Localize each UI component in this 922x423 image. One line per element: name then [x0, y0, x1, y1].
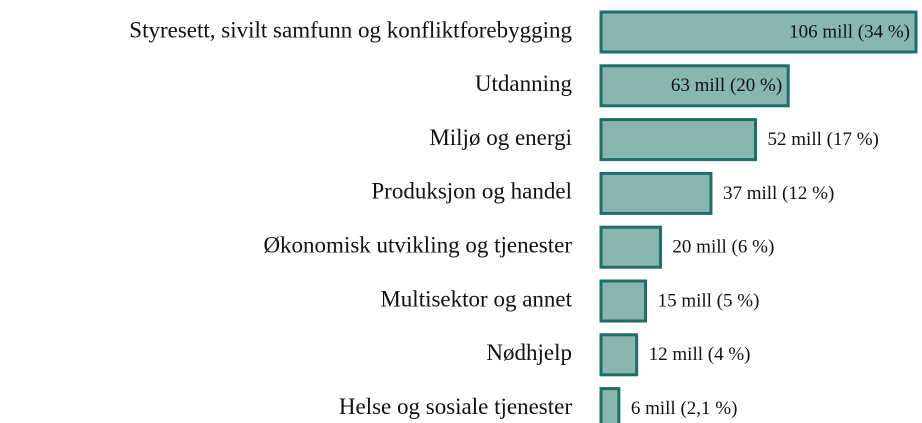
bar	[599, 118, 758, 162]
value-label: 106 mill (34 %)	[789, 21, 910, 42]
category-label: Nødhjelp	[486, 340, 572, 365]
bar	[599, 279, 648, 323]
category-label: Økonomisk utvikling og tjenester	[263, 232, 572, 257]
bar	[599, 225, 662, 269]
bar	[599, 171, 713, 215]
value-label: 20 mill (6 %)	[672, 237, 774, 258]
category-label: Multisektor og annet	[380, 286, 572, 311]
value-label: 37 mill (12 %)	[723, 183, 834, 204]
category-label: Styresett, sivilt samfunn og konfliktfor…	[129, 17, 572, 42]
value-label: 12 mill (4 %)	[649, 344, 751, 365]
bar	[599, 333, 639, 377]
category-label: Helse og sosiale tjenester	[339, 394, 572, 419]
value-label: 63 mill (20 %)	[671, 75, 782, 96]
bar	[599, 64, 790, 108]
bar	[599, 10, 918, 54]
value-label: 52 mill (17 %)	[768, 129, 879, 150]
bar	[599, 387, 621, 423]
category-label: Produksjon og handel	[371, 179, 572, 204]
value-label: 6 mill (2,1 %)	[631, 398, 738, 419]
category-label: Miljø og energi	[429, 125, 572, 150]
category-label: Utdanning	[475, 71, 573, 96]
value-label: 15 mill (5 %)	[658, 290, 760, 311]
